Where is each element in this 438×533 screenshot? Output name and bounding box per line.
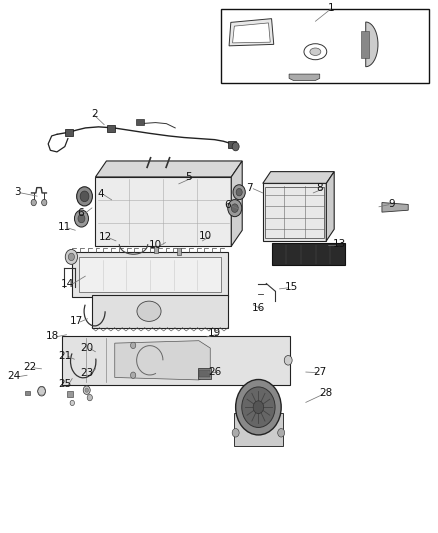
Text: 28: 28 xyxy=(320,389,333,398)
Circle shape xyxy=(228,199,242,216)
Circle shape xyxy=(70,400,74,406)
Text: 6: 6 xyxy=(78,208,85,217)
Circle shape xyxy=(42,199,47,206)
Bar xyxy=(234,413,283,446)
Text: 4: 4 xyxy=(97,189,104,199)
Text: 10: 10 xyxy=(199,231,212,240)
Ellipse shape xyxy=(137,301,161,321)
Text: 21: 21 xyxy=(58,351,71,360)
Bar xyxy=(65,129,73,136)
Circle shape xyxy=(77,187,92,206)
Circle shape xyxy=(38,386,46,396)
Text: 15: 15 xyxy=(285,282,298,292)
Text: 14: 14 xyxy=(61,279,74,288)
Circle shape xyxy=(65,249,78,264)
Polygon shape xyxy=(366,22,378,67)
Polygon shape xyxy=(263,172,334,183)
Polygon shape xyxy=(95,161,242,177)
Bar xyxy=(92,295,228,328)
Circle shape xyxy=(78,214,85,223)
Text: 20: 20 xyxy=(80,343,93,352)
Bar xyxy=(265,187,324,238)
Circle shape xyxy=(31,199,36,206)
Bar xyxy=(221,9,429,83)
Text: 18: 18 xyxy=(46,331,59,341)
Circle shape xyxy=(253,401,264,414)
Text: 2: 2 xyxy=(91,109,98,119)
Circle shape xyxy=(278,429,285,437)
Bar xyxy=(198,368,211,379)
Circle shape xyxy=(85,388,88,392)
Circle shape xyxy=(284,356,292,365)
Bar xyxy=(79,257,221,292)
Polygon shape xyxy=(233,23,270,43)
Circle shape xyxy=(232,429,239,437)
Circle shape xyxy=(87,394,92,401)
Polygon shape xyxy=(382,203,408,212)
Text: 16: 16 xyxy=(252,303,265,313)
Bar xyxy=(228,141,236,148)
Circle shape xyxy=(236,189,242,196)
Polygon shape xyxy=(229,19,274,46)
Bar xyxy=(136,119,144,125)
Ellipse shape xyxy=(310,48,321,55)
Bar xyxy=(361,31,369,58)
Text: 9: 9 xyxy=(389,199,396,208)
Circle shape xyxy=(131,372,136,378)
Bar xyxy=(62,336,290,385)
Text: 12: 12 xyxy=(99,232,112,241)
Circle shape xyxy=(231,204,238,212)
Circle shape xyxy=(236,379,281,435)
Polygon shape xyxy=(231,161,242,246)
Polygon shape xyxy=(326,172,334,241)
Text: 25: 25 xyxy=(58,379,71,389)
Text: 10: 10 xyxy=(149,240,162,250)
Text: 22: 22 xyxy=(23,362,36,372)
Bar xyxy=(272,243,345,265)
Bar xyxy=(154,246,159,253)
Text: 5: 5 xyxy=(185,172,192,182)
Text: 17: 17 xyxy=(70,316,83,326)
Text: 8: 8 xyxy=(316,183,323,192)
Circle shape xyxy=(83,386,90,394)
Ellipse shape xyxy=(304,44,327,60)
Circle shape xyxy=(80,191,89,201)
Circle shape xyxy=(233,185,245,200)
Text: 3: 3 xyxy=(14,187,21,197)
Text: 27: 27 xyxy=(313,367,326,376)
Circle shape xyxy=(232,142,239,151)
Text: 13: 13 xyxy=(333,239,346,249)
Bar xyxy=(95,177,231,246)
Circle shape xyxy=(131,342,136,349)
Text: 26: 26 xyxy=(208,367,221,376)
Circle shape xyxy=(242,387,275,427)
Bar xyxy=(177,248,181,255)
Polygon shape xyxy=(115,341,210,380)
Text: 11: 11 xyxy=(58,222,71,232)
Bar xyxy=(25,391,30,395)
Text: 6: 6 xyxy=(224,200,231,209)
Bar xyxy=(72,252,228,297)
Bar xyxy=(67,391,73,397)
Circle shape xyxy=(74,210,88,227)
Text: 19: 19 xyxy=(208,328,221,338)
Text: 1: 1 xyxy=(327,3,334,13)
Polygon shape xyxy=(289,74,320,80)
Circle shape xyxy=(68,253,74,261)
Bar xyxy=(199,370,210,377)
Text: 7: 7 xyxy=(246,183,253,192)
Bar xyxy=(107,125,115,132)
Text: 23: 23 xyxy=(80,368,93,378)
Text: 24: 24 xyxy=(7,371,21,381)
Bar xyxy=(263,183,326,241)
